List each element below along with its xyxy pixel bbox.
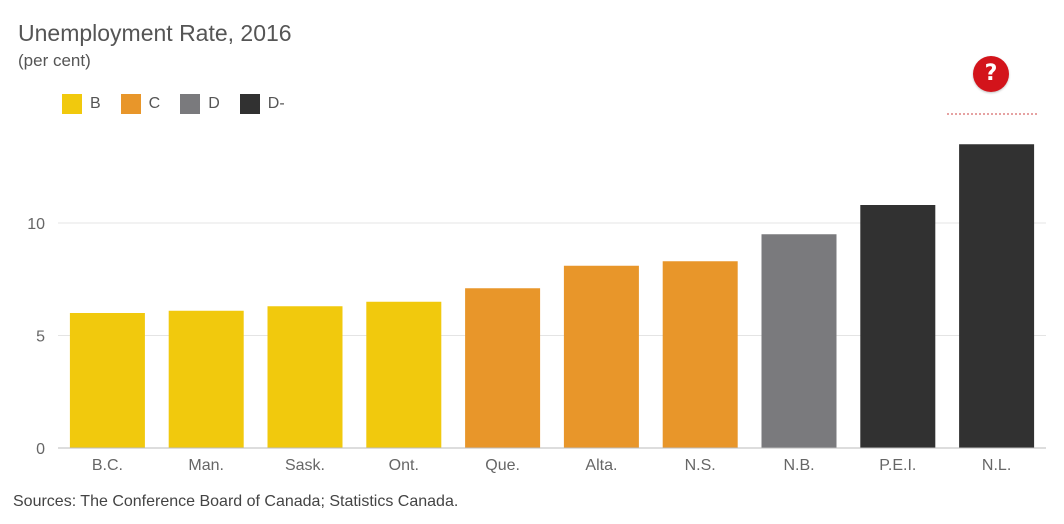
- legend-label-d-minus: D-: [267, 95, 285, 112]
- y-tick-label-5: 5: [36, 329, 45, 346]
- legend-label-c: C: [148, 95, 161, 112]
- y-tick-label-0: 0: [36, 441, 45, 458]
- help-button[interactable]: ?: [973, 56, 1009, 92]
- x-tick-label-ont: Ont.: [389, 457, 419, 474]
- legend-swatch-b: [62, 94, 82, 114]
- bar-ont[interactable]: [366, 301, 442, 448]
- x-tick-label-nl: N.L.: [982, 457, 1011, 474]
- x-tick-label-ns: N.S.: [685, 457, 716, 474]
- x-tick-label-nb: N.B.: [783, 457, 814, 474]
- bar-que[interactable]: [465, 288, 541, 448]
- legend-swatch-d-minus: [239, 94, 260, 114]
- source-note: Sources: The Conference Board of Canada;…: [13, 493, 459, 510]
- x-tick-label-bc: B.C.: [92, 457, 123, 474]
- legend-label-d: D: [208, 95, 220, 112]
- bar-alta[interactable]: [563, 265, 639, 448]
- x-tick-label-man: Man.: [188, 457, 224, 474]
- x-tick-label-alta: Alta.: [585, 457, 617, 474]
- chart-subtitle: (per cent): [18, 51, 91, 70]
- bar-sask[interactable]: [267, 306, 343, 448]
- question-circle-icon: ?: [984, 61, 998, 86]
- bar-bc[interactable]: [69, 313, 145, 448]
- bar-ns[interactable]: [662, 261, 738, 448]
- legend-swatch-d: [180, 94, 201, 114]
- bar-nl[interactable]: [959, 144, 1035, 448]
- bar-nb[interactable]: [761, 234, 837, 448]
- help-tooltip-anchor: [947, 113, 1037, 115]
- legend-item-d[interactable]: D: [180, 94, 220, 114]
- legend-label-b: B: [90, 95, 101, 112]
- y-tick-label-10: 10: [27, 216, 45, 233]
- legend-swatch-c: [120, 94, 141, 114]
- bar-chart: 0 5 10 B.C. Man. Sask. Ont. Que. Alta. N.S. N.B. P.…: [27, 144, 1046, 474]
- bar-pei[interactable]: [860, 205, 936, 448]
- x-tick-label-sask: Sask.: [285, 457, 325, 474]
- legend-item-b[interactable]: B: [62, 94, 101, 114]
- chart-title: Unemployment Rate, 2016: [18, 20, 292, 46]
- legend-item-d-minus[interactable]: D-: [239, 94, 285, 114]
- bar-man[interactable]: [168, 310, 244, 448]
- legend-item-c[interactable]: C: [120, 94, 161, 114]
- x-tick-label-pei: P.E.I.: [879, 457, 916, 474]
- x-tick-label-que: Que.: [485, 457, 520, 474]
- legend: B C D D-: [62, 93, 305, 115]
